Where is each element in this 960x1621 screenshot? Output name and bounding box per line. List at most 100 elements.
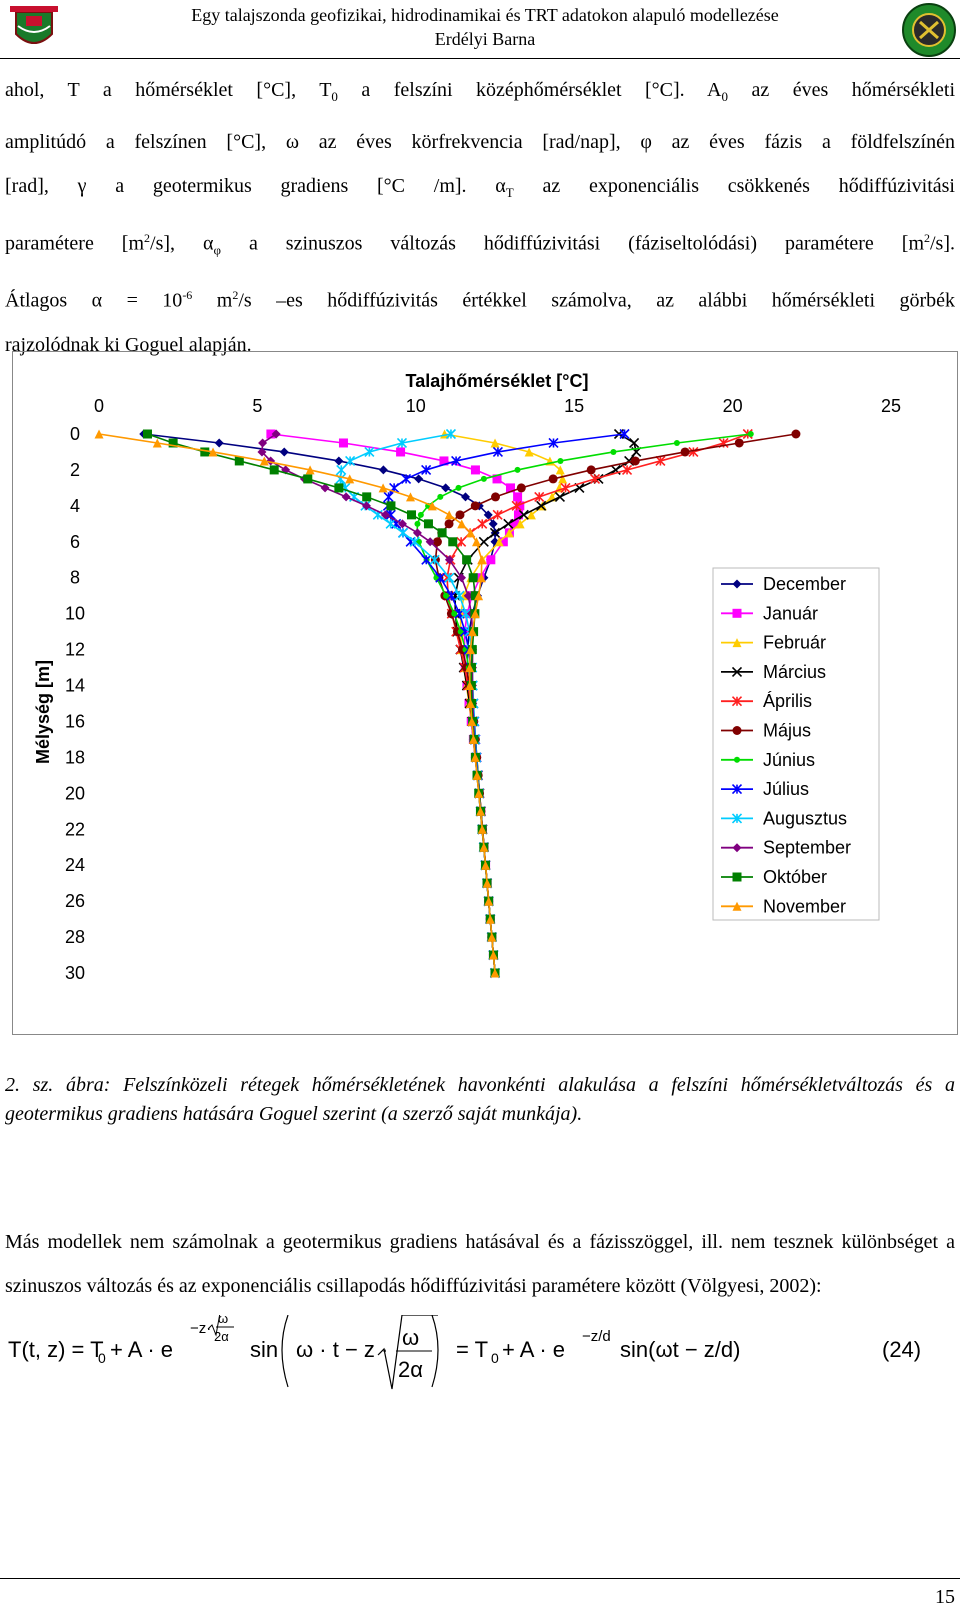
faculty-seal-logo bbox=[902, 3, 956, 57]
data-point bbox=[516, 483, 526, 493]
data-point bbox=[472, 770, 482, 780]
header-title: Egy talajszonda geofizikai, hidrodinamik… bbox=[191, 5, 779, 25]
data-point bbox=[732, 726, 742, 735]
data-point bbox=[474, 591, 484, 601]
y-tick-label: 22 bbox=[65, 819, 85, 839]
data-point bbox=[490, 492, 500, 502]
data-point bbox=[680, 447, 690, 457]
data-point bbox=[396, 437, 408, 449]
legend-label: Július bbox=[763, 779, 809, 799]
y-tick-label: 30 bbox=[65, 963, 85, 983]
data-point bbox=[281, 465, 291, 475]
y-tick-label: 0 bbox=[70, 424, 80, 444]
legend-label: Május bbox=[763, 721, 811, 741]
data-point bbox=[414, 520, 421, 527]
temperature-depth-chart: Talajhőmérséklet [°C] Mélység [m] 0 5 10 15… bbox=[33, 371, 901, 983]
y-tick-label: 4 bbox=[70, 496, 80, 516]
data-point bbox=[488, 519, 498, 529]
svg-text:0: 0 bbox=[98, 1350, 106, 1366]
svg-text:2α: 2α bbox=[398, 1357, 423, 1382]
data-point bbox=[479, 842, 489, 852]
data-point bbox=[515, 501, 525, 511]
x-axis-ticks: 0 5 10 15 20 25 bbox=[94, 396, 901, 416]
data-point bbox=[548, 474, 558, 484]
data-point bbox=[200, 447, 210, 457]
legend-label: December bbox=[763, 574, 846, 594]
y-tick-label: 24 bbox=[65, 855, 85, 875]
data-point bbox=[731, 784, 743, 795]
data-point bbox=[518, 509, 529, 520]
y-tick-label: 18 bbox=[65, 747, 85, 767]
data-point bbox=[444, 510, 454, 520]
data-point bbox=[548, 437, 559, 449]
svg-text:+ A · e: + A · e bbox=[502, 1337, 565, 1362]
data-point bbox=[465, 681, 475, 691]
data-point bbox=[448, 537, 458, 547]
data-point bbox=[432, 537, 442, 547]
data-point bbox=[513, 510, 523, 520]
legend-label: September bbox=[763, 838, 851, 858]
series-line bbox=[98, 433, 496, 974]
data-point bbox=[470, 591, 480, 601]
series-line bbox=[270, 433, 521, 974]
data-point bbox=[480, 475, 487, 482]
data-point bbox=[619, 428, 630, 440]
data-point bbox=[465, 645, 475, 655]
y-tick-label: 2 bbox=[70, 460, 80, 480]
series-július bbox=[382, 428, 630, 979]
data-point bbox=[492, 446, 503, 458]
data-point bbox=[257, 447, 267, 457]
data-point bbox=[504, 528, 514, 538]
data-point bbox=[456, 536, 467, 547]
svg-text:−z·: −z· bbox=[190, 1320, 211, 1337]
data-point bbox=[477, 555, 487, 565]
data-point bbox=[476, 573, 486, 583]
data-point bbox=[451, 455, 462, 467]
data-point bbox=[534, 491, 545, 502]
y-tick-label: 28 bbox=[65, 927, 85, 947]
data-point bbox=[732, 638, 742, 648]
data-point bbox=[470, 609, 480, 619]
legend-entry: Január bbox=[721, 603, 818, 623]
x-tick-label: 20 bbox=[723, 396, 743, 416]
data-point bbox=[441, 483, 451, 493]
data-point bbox=[397, 519, 407, 529]
data-point bbox=[474, 788, 484, 798]
legend-label: Március bbox=[763, 662, 826, 682]
data-point bbox=[341, 492, 351, 502]
svg-text:0: 0 bbox=[491, 1350, 499, 1366]
data-point bbox=[467, 627, 477, 637]
data-point bbox=[451, 610, 458, 617]
legend-entry: September bbox=[721, 838, 851, 858]
x-tick-label: 15 bbox=[564, 396, 584, 416]
svg-text:T(t, z) = T: T(t, z) = T bbox=[8, 1337, 104, 1362]
legend-label: Január bbox=[763, 603, 818, 623]
data-point bbox=[468, 734, 478, 744]
data-point bbox=[734, 756, 740, 763]
svg-text:ω: ω bbox=[218, 1315, 228, 1326]
data-point bbox=[457, 628, 464, 635]
series-november bbox=[94, 429, 500, 978]
x-tick-label: 10 bbox=[406, 396, 426, 416]
data-point bbox=[476, 806, 486, 816]
svg-text:= T: = T bbox=[456, 1337, 488, 1362]
chart-title: Talajhőmérséklet [°C] bbox=[406, 371, 589, 391]
data-point bbox=[398, 527, 409, 538]
y-axis-label: Mélység [m] bbox=[33, 660, 53, 764]
page-header: Egy talajszonda geofizikai, hidrodinamik… bbox=[0, 0, 960, 59]
data-point bbox=[414, 474, 424, 484]
data-point bbox=[513, 492, 523, 502]
data-point bbox=[478, 536, 489, 547]
data-point bbox=[510, 519, 520, 529]
data-point bbox=[152, 438, 162, 448]
data-point bbox=[439, 456, 449, 466]
legend-entry: November bbox=[721, 896, 846, 916]
data-point bbox=[490, 438, 500, 448]
data-point bbox=[259, 456, 269, 466]
data-point bbox=[168, 438, 178, 448]
data-point bbox=[142, 429, 152, 439]
series-március bbox=[450, 428, 642, 979]
series-line bbox=[143, 433, 496, 974]
data-point bbox=[271, 429, 281, 439]
legend-entry: Október bbox=[721, 867, 827, 887]
